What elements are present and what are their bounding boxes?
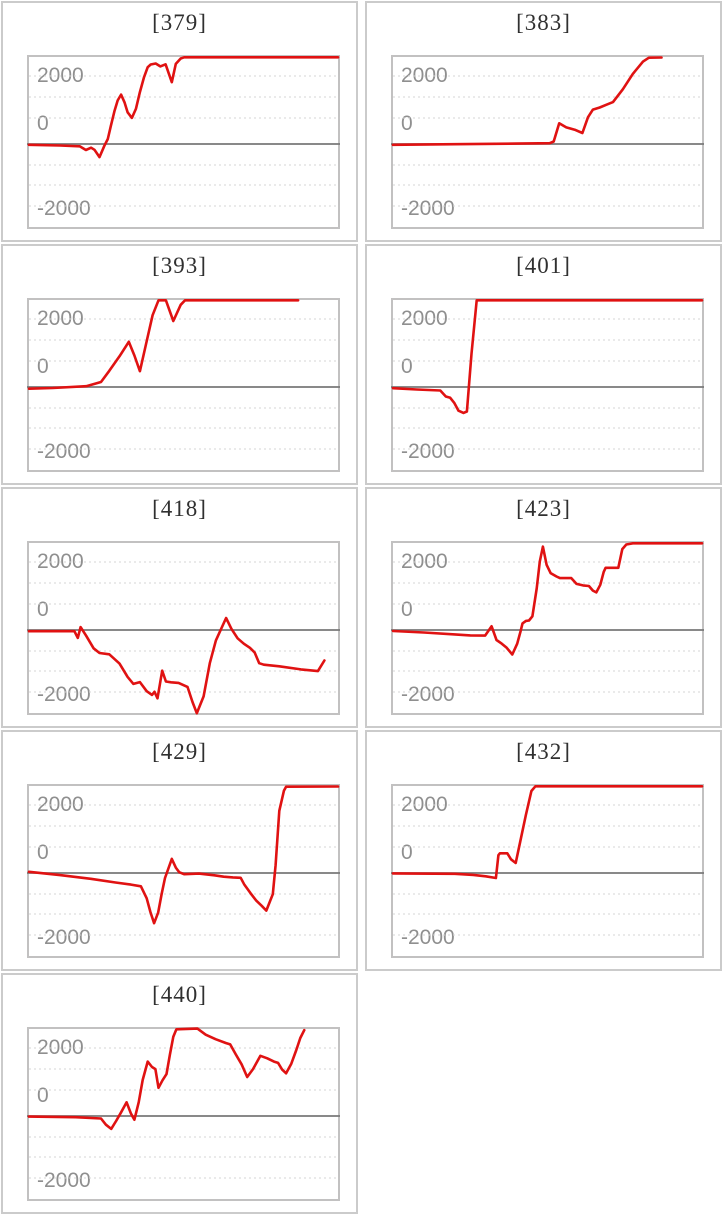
data-series-line bbox=[27, 785, 340, 925]
chart-title: [432] bbox=[516, 739, 571, 764]
chart-tile: [383] 2000 0 -2000 bbox=[365, 1, 722, 242]
chart-title: [418] bbox=[152, 496, 207, 521]
y-axis-label-neg2000: -2000 bbox=[37, 197, 91, 220]
y-axis-label-neg2000: -2000 bbox=[401, 440, 455, 463]
y-axis-label-neg2000: -2000 bbox=[37, 440, 91, 463]
data-series-line bbox=[391, 56, 663, 147]
y-axis-label-neg2000: -2000 bbox=[401, 197, 455, 220]
data-series-line bbox=[391, 542, 704, 656]
chart-tile: [432] 2000 0 -2000 bbox=[365, 730, 722, 971]
chart-canvas bbox=[27, 561, 340, 715]
plot-area: 2000 0 -2000 bbox=[27, 1027, 340, 1201]
chart-canvas bbox=[391, 542, 704, 693]
chart-title: [423] bbox=[516, 496, 571, 521]
y-axis-label-0: 0 bbox=[401, 598, 413, 621]
chart-tile: [401] 2000 0 -2000 bbox=[365, 244, 722, 485]
y-axis-label-0: 0 bbox=[37, 1084, 49, 1107]
y-axis-label-0: 0 bbox=[37, 598, 49, 621]
data-series-line bbox=[27, 1027, 306, 1131]
plot-area: 2000 0 -2000 bbox=[391, 298, 704, 472]
plot-area: 2000 0 -2000 bbox=[27, 298, 340, 472]
chart-canvas bbox=[27, 56, 340, 207]
y-axis-label-neg2000: -2000 bbox=[37, 683, 91, 706]
chart-tile: [393] 2000 0 -2000 bbox=[1, 244, 358, 485]
chart-tile: [440] 2000 0 -2000 bbox=[1, 973, 358, 1214]
chart-canvas bbox=[27, 785, 340, 936]
chart-canvas bbox=[391, 56, 704, 207]
y-axis-label-0: 0 bbox=[401, 355, 413, 378]
chart-title: [440] bbox=[152, 982, 207, 1007]
data-series-line bbox=[27, 299, 300, 390]
y-axis-label-0: 0 bbox=[37, 355, 49, 378]
chart-tile: [429] 2000 0 -2000 bbox=[1, 730, 358, 971]
data-series-line bbox=[27, 56, 340, 159]
chart-tile: [379] 2000 0 -2000 bbox=[1, 1, 358, 242]
y-axis-label-neg2000: -2000 bbox=[401, 926, 455, 949]
data-series-line bbox=[391, 785, 704, 880]
chart-title: [383] bbox=[516, 10, 571, 35]
y-axis-label-0: 0 bbox=[37, 841, 49, 864]
plot-area: 2000 0 -2000 bbox=[391, 784, 704, 958]
chart-tile: [423] 2000 0 -2000 bbox=[365, 487, 722, 728]
plot-area: 2000 0 -2000 bbox=[27, 55, 340, 229]
chart-canvas bbox=[27, 299, 340, 450]
y-axis-label-neg2000: -2000 bbox=[37, 926, 91, 949]
plot-area: 2000 0 -2000 bbox=[391, 541, 704, 715]
chart-title: [379] bbox=[152, 10, 207, 35]
plot-area: 2000 0 -2000 bbox=[27, 541, 340, 715]
data-series-line bbox=[27, 616, 326, 715]
y-axis-label-0: 0 bbox=[401, 841, 413, 864]
chart-canvas bbox=[391, 785, 704, 936]
y-axis-label-0: 0 bbox=[401, 112, 413, 135]
plot-area: 2000 0 -2000 bbox=[27, 784, 340, 958]
chart-title: [429] bbox=[152, 739, 207, 764]
data-series-line bbox=[391, 299, 704, 415]
y-axis-label-0: 0 bbox=[37, 112, 49, 135]
chart-canvas bbox=[391, 299, 704, 450]
y-axis-label-neg2000: -2000 bbox=[37, 1169, 91, 1192]
chart-title: [393] bbox=[152, 253, 207, 278]
chart-canvas bbox=[27, 1027, 340, 1179]
y-axis-label-neg2000: -2000 bbox=[401, 683, 455, 706]
chart-title: [401] bbox=[516, 253, 571, 278]
chart-tile: [418] 2000 0 -2000 bbox=[1, 487, 358, 728]
plot-area: 2000 0 -2000 bbox=[391, 55, 704, 229]
